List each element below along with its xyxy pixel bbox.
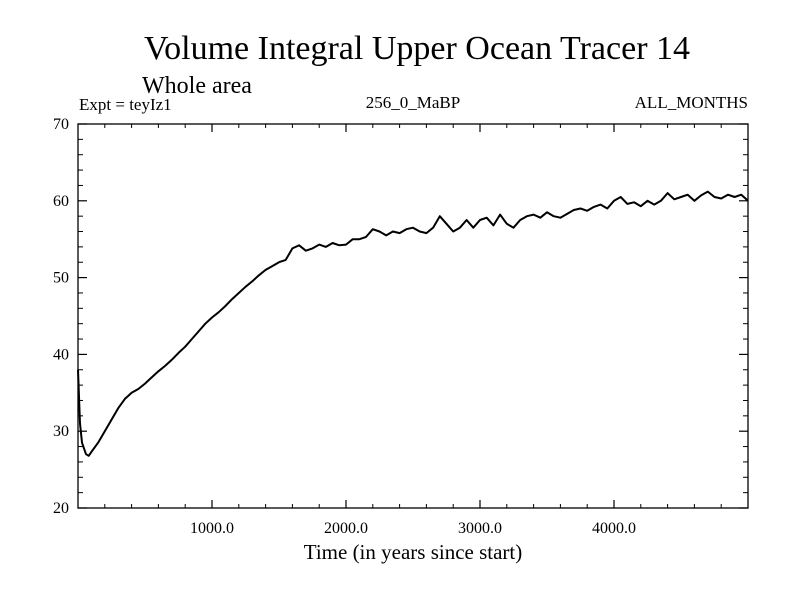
months-label: ALL_MONTHS xyxy=(635,93,748,112)
y-tick-label: 20 xyxy=(53,500,69,517)
chart-subtitle: Whole area xyxy=(142,73,252,99)
data-series-line xyxy=(77,190,749,457)
y-tick-label: 40 xyxy=(53,346,69,363)
axis-ticks xyxy=(78,123,748,509)
x-tick-label: 1000.0 xyxy=(190,520,234,537)
tick-labels: 1000.0 2000.0 3000.0 4000.0 20 30 40 50 60 70 xyxy=(53,116,636,537)
y-tick-label: 70 xyxy=(53,116,69,133)
x-axis-label: Time (in years since start) xyxy=(304,540,523,564)
expt-label: Expt = teyIz1 xyxy=(79,95,172,114)
chart-title: Volume Integral Upper Ocean Tracer 14 xyxy=(144,30,690,67)
plot-frame xyxy=(77,123,749,509)
x-tick-label: 4000.0 xyxy=(592,520,636,537)
x-tick-label: 2000.0 xyxy=(324,520,368,537)
x-tick-label: 3000.0 xyxy=(458,520,502,537)
y-tick-label: 50 xyxy=(53,270,69,287)
y-tick-label: 30 xyxy=(53,423,69,440)
period-label: 256_0_MaBP xyxy=(366,93,460,112)
y-tick-label: 60 xyxy=(53,193,69,210)
